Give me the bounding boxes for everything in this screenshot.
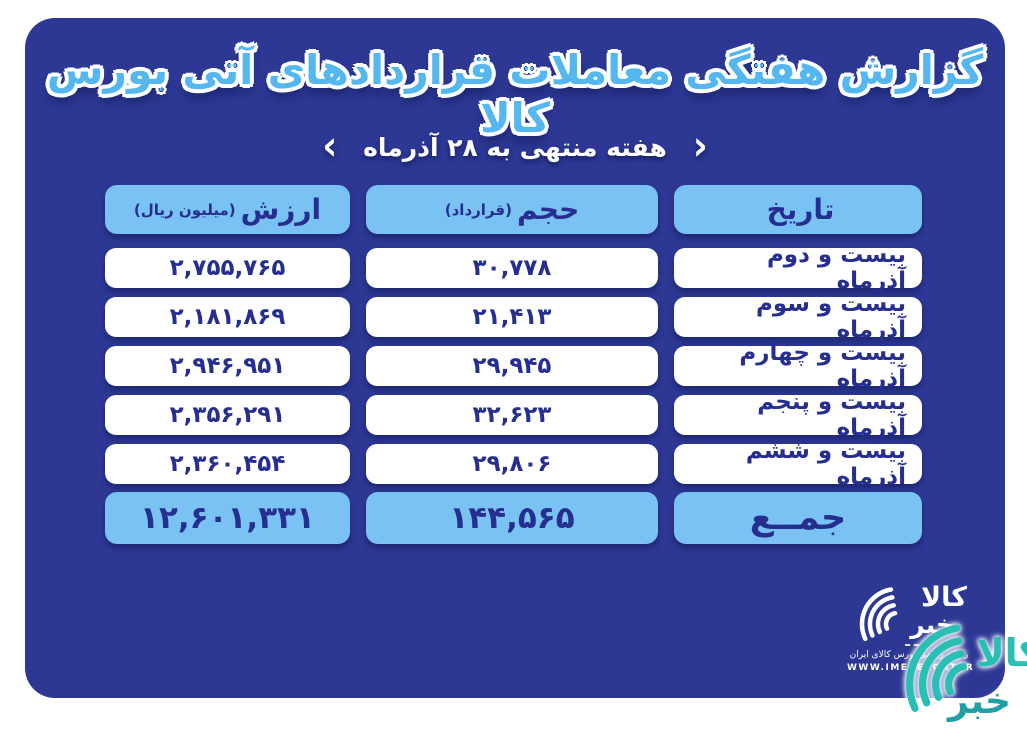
table-body: بیست و دوم آذرماه ۳۰,۷۷۸ ۲,۷۵۵,۷۶۵ بیست … bbox=[105, 248, 922, 484]
table-row-5-value-cell: ۲,۳۶۰,۴۵۴ bbox=[105, 444, 350, 484]
table-row-2-value-cell: ۲,۱۸۱,۸۶۹ bbox=[105, 297, 350, 337]
table-row-2-date-cell: بیست و سوم آذرماه bbox=[674, 297, 922, 337]
table-row-4-date-cell: بیست و پنجم آذرماه bbox=[674, 395, 922, 435]
report-card: گزارش هفتگی معاملات قراردادهای آتی بورس … bbox=[25, 18, 1005, 698]
total-label-cell: جمــع bbox=[674, 492, 922, 544]
table-row-4-volume-cell: ۳۲,۶۲۳ bbox=[366, 395, 658, 435]
total-row: جمــع ۱۴۴,۵۶۵ ۱۲,۶۰۱,۳۳۱ bbox=[105, 492, 922, 544]
table-row-1-value-cell: ۲,۷۵۵,۷۶۵ bbox=[105, 248, 350, 288]
table-row-4-value-cell: ۲,۳۵۶,۲۹۱ bbox=[105, 395, 350, 435]
table-row-1-date-cell: بیست و دوم آذرماه bbox=[674, 248, 922, 288]
bracket-left-icon: › bbox=[322, 130, 337, 165]
watermark-logo: کالا خبر bbox=[880, 615, 1027, 750]
column-header-volume-unit: (قرارداد) bbox=[445, 201, 512, 219]
column-header-date: تاریخ bbox=[674, 185, 922, 234]
logo-name-top: کالا bbox=[921, 582, 967, 613]
subtitle: ‹ هفته منتهی به ۲۸ آذرماه › bbox=[25, 132, 1005, 162]
subtitle-text: هفته منتهی به ۲۸ آذرماه bbox=[363, 133, 667, 162]
column-header-volume-label: حجم bbox=[517, 193, 579, 226]
column-header-value-unit: (میلیون ریال) bbox=[134, 201, 236, 219]
bracket-right-icon: ‹ bbox=[693, 130, 708, 165]
table-row-3-value-cell: ۲,۹۴۶,۹۵۱ bbox=[105, 346, 350, 386]
column-header-value: ارزش (میلیون ریال) bbox=[105, 185, 350, 234]
table-row-1-volume-cell: ۳۰,۷۷۸ bbox=[366, 248, 658, 288]
column-header-date-label: تاریخ bbox=[767, 193, 835, 226]
table-row-5-volume-cell: ۲۹,۸۰۶ bbox=[366, 444, 658, 484]
total-volume-cell: ۱۴۴,۵۶۵ bbox=[366, 492, 658, 544]
watermark-name-bottom: خبر bbox=[948, 681, 1011, 722]
table-row-2-volume-cell: ۲۱,۴۱۳ bbox=[366, 297, 658, 337]
table-row-5-date-cell: بیست و ششم آذرماه bbox=[674, 444, 922, 484]
total-value-cell: ۱۲,۶۰۱,۳۳۱ bbox=[105, 492, 350, 544]
page-background: { "header": { "title": "گزارش هفتگی معام… bbox=[0, 0, 1027, 720]
page-title: گزارش هفتگی معاملات قراردادهای آتی بورس … bbox=[25, 46, 1005, 142]
table-row-3-date-cell: بیست و چهارم آذرماه bbox=[674, 346, 922, 386]
column-header-value-label: ارزش bbox=[241, 193, 321, 226]
header-row: تاریخ حجم (قرارداد) ارزش (میلیون ریال) bbox=[105, 185, 922, 234]
table-row-3-volume-cell: ۲۹,۹۴۵ bbox=[366, 346, 658, 386]
column-header-volume: حجم (قرارداد) bbox=[366, 185, 658, 234]
data-table: تاریخ حجم (قرارداد) ارزش (میلیون ریال) ب… bbox=[105, 185, 922, 544]
watermark-name-top: کالا bbox=[976, 631, 1027, 675]
